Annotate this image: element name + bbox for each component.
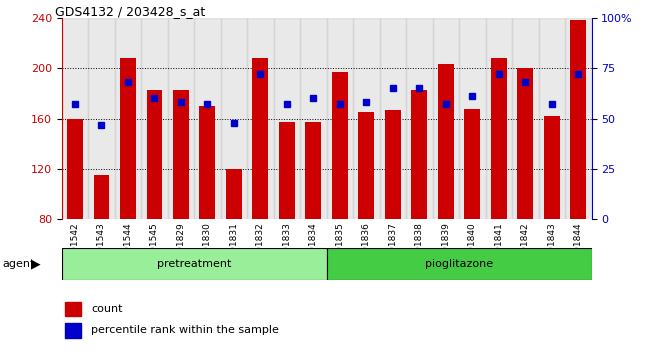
Bar <box>141 18 168 219</box>
Bar <box>385 110 401 219</box>
Bar <box>94 175 109 219</box>
Bar <box>512 18 538 219</box>
Bar <box>274 18 300 219</box>
Bar <box>173 90 189 219</box>
Bar <box>67 119 83 219</box>
Bar <box>120 58 136 219</box>
Bar <box>565 18 592 219</box>
Bar <box>62 248 326 280</box>
Bar <box>300 18 327 219</box>
Bar <box>411 90 427 219</box>
Bar <box>65 302 81 316</box>
Bar <box>326 18 353 219</box>
Text: ▶: ▶ <box>31 257 41 270</box>
Bar <box>538 18 565 219</box>
Bar <box>306 122 321 219</box>
Bar <box>226 169 242 219</box>
Bar <box>146 90 162 219</box>
Text: GDS4132 / 203428_s_at: GDS4132 / 203428_s_at <box>55 5 205 18</box>
Bar <box>459 18 486 219</box>
Bar <box>279 122 295 219</box>
Bar <box>464 108 480 219</box>
Bar <box>406 18 433 219</box>
Text: pioglitazone: pioglitazone <box>425 259 493 269</box>
Bar <box>252 58 268 219</box>
Bar <box>221 18 247 219</box>
Text: agent: agent <box>2 259 34 269</box>
Bar <box>491 58 507 219</box>
Text: percentile rank within the sample: percentile rank within the sample <box>91 325 279 335</box>
Bar <box>62 18 88 219</box>
Bar <box>486 18 512 219</box>
Bar <box>332 72 348 219</box>
Bar <box>326 248 592 280</box>
Text: pretreatment: pretreatment <box>157 259 231 269</box>
Bar <box>380 18 406 219</box>
Bar <box>544 116 560 219</box>
Bar <box>570 20 586 219</box>
Bar <box>168 18 194 219</box>
Bar <box>433 18 459 219</box>
Bar <box>194 18 221 219</box>
Bar <box>88 18 115 219</box>
Bar <box>115 18 141 219</box>
Text: count: count <box>91 304 122 314</box>
Bar <box>438 64 454 219</box>
Bar <box>353 18 380 219</box>
Bar <box>247 18 274 219</box>
Bar <box>200 106 215 219</box>
Bar <box>517 68 533 219</box>
Bar <box>65 323 81 338</box>
Bar <box>358 112 374 219</box>
